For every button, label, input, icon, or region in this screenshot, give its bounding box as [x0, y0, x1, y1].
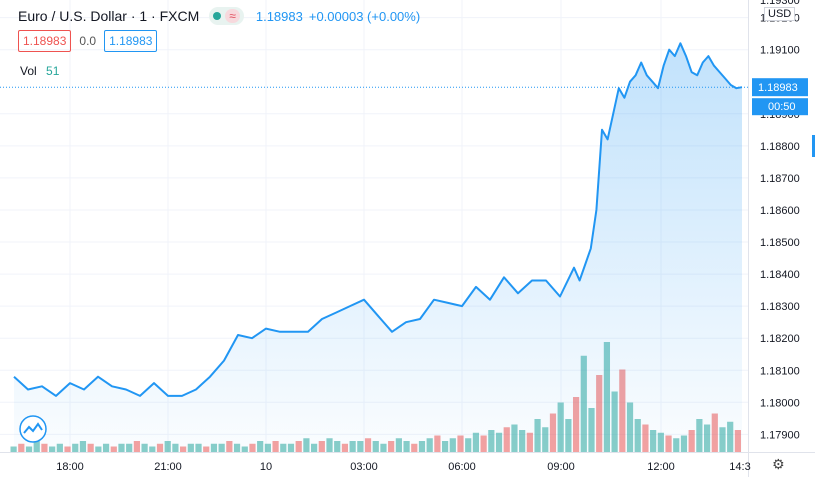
y-tick-label: 1.18600 — [760, 205, 800, 217]
tradingview-logo-icon — [19, 415, 47, 443]
y-tick-label: 1.19100 — [760, 45, 800, 57]
wave-icon: ≈ — [225, 9, 240, 23]
y-tick-label: 1.18300 — [760, 301, 800, 313]
market-status-dot-icon — [213, 12, 222, 20]
y-tick-label: 1.18800 — [760, 141, 800, 153]
x-tick-label: 10 — [260, 461, 272, 473]
legend-change: +0.00003 (+0.00%) — [308, 8, 421, 24]
y-tick-label: 1.18200 — [760, 333, 800, 345]
y-tick-label: 1.18100 — [760, 365, 800, 377]
x-tick-label: 03:00 — [350, 461, 378, 473]
price-tag-bg — [752, 78, 808, 97]
y-tick-label: 1.18000 — [760, 397, 800, 409]
y-tick-label: 1.17900 — [760, 429, 800, 441]
x-tick-label: 18:00 — [56, 461, 84, 473]
volume-legend: Vol 51 — [20, 64, 59, 78]
status-pill[interactable]: ≈ — [209, 7, 244, 25]
countdown-label: 00:50 — [768, 101, 796, 113]
x-tick-label: 06:00 — [448, 461, 476, 473]
y-tick-label: 1.18500 — [760, 237, 800, 249]
volume-bar — [10, 446, 17, 452]
volume-label: Vol — [20, 64, 37, 78]
x-tick-label: 21:00 — [154, 461, 182, 473]
symbol-title: Euro / U.S. Dollar · 1 · FXCM — [18, 8, 200, 24]
countdown-bg — [752, 98, 808, 116]
settings-gear-icon[interactable]: ⚙ — [772, 456, 785, 472]
currency-label[interactable]: USD — [764, 7, 796, 21]
price-area — [14, 43, 742, 453]
y-tick-label: 1.18700 — [760, 173, 800, 185]
price-line — [13, 42, 743, 397]
logo-glyph-icon — [23, 422, 43, 434]
y-tick-label-cut: 1.19300 — [760, 0, 800, 7]
x-tick-label: 14:3 — [729, 461, 750, 473]
x-tick-label: 09:00 — [547, 461, 575, 473]
sell-price-button[interactable]: 1.18983 — [18, 30, 72, 52]
x-tick-label: 12:00 — [647, 461, 675, 473]
buy-price-button[interactable]: 1.18983 — [104, 30, 158, 52]
y-tick-label: 1.18400 — [760, 269, 800, 281]
symbol-legend: Euro / U.S. Dollar · 1 · FXCM ≈ 1.18983 … — [18, 7, 420, 25]
spread-value: 0.0 — [79, 34, 97, 48]
order-buttons: 1.18983 0.0 1.18983 — [18, 30, 158, 52]
scrollbar-handle[interactable] — [812, 135, 815, 157]
price-tag-label: 1.18983 — [758, 82, 798, 94]
volume-value: 51 — [46, 64, 60, 78]
legend-last-price: 1.18983 — [255, 8, 303, 24]
